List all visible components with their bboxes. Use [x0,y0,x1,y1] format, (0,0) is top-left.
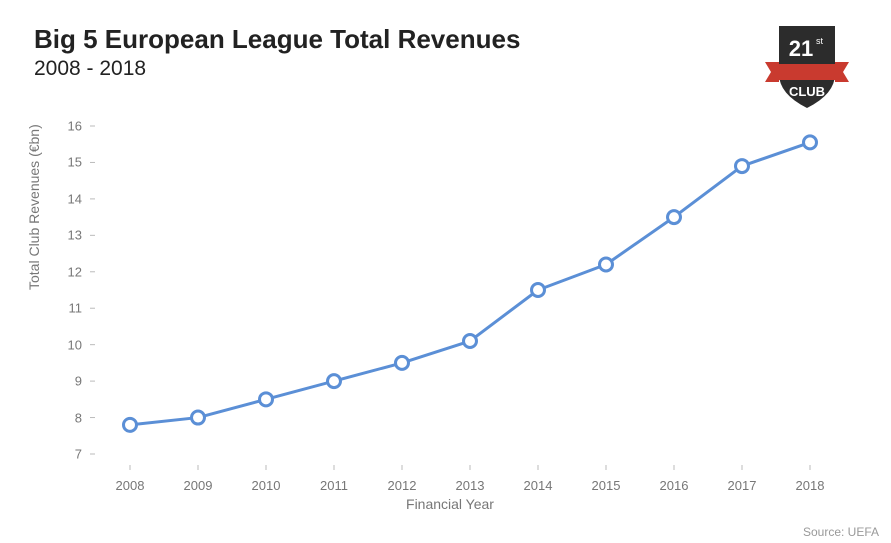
y-tick-label: 10 [68,337,82,352]
x-tick-label: 2011 [320,478,348,493]
x-tick-label: 2017 [728,478,757,493]
y-tick-label: 11 [69,301,83,316]
data-line [130,142,810,424]
x-tick-label: 2016 [660,478,689,493]
data-point [396,356,409,369]
data-point [192,411,205,424]
y-tick-label: 16 [68,119,82,134]
x-axis-label: Financial Year [40,496,860,512]
data-point [124,418,137,431]
svg-text:st: st [816,36,824,46]
x-tick-label: 2009 [184,478,213,493]
x-tick-label: 2015 [592,478,621,493]
svg-text:21: 21 [789,36,813,61]
y-tick-label: 8 [75,410,82,425]
data-point [464,335,477,348]
brand-logo: 21 st CLUB [757,24,857,114]
title-block: Big 5 European League Total Revenues 200… [34,24,520,81]
plot-region: 7891011121314151620082009201020112012201… [90,110,850,470]
y-axis-label: Total Club Revenues (€bn) [26,124,42,290]
data-point [532,284,545,297]
y-tick-label: 13 [68,228,82,243]
source-credit: Source: UEFA [803,525,879,539]
x-tick-label: 2010 [252,478,281,493]
x-tick-label: 2013 [456,478,485,493]
chart-title: Big 5 European League Total Revenues [34,24,520,55]
chart-subtitle: 2008 - 2018 [34,57,520,81]
x-tick-label: 2014 [524,478,553,493]
x-tick-label: 2012 [388,478,417,493]
y-tick-label: 14 [68,191,82,206]
data-point [328,375,341,388]
svg-text:CLUB: CLUB [789,84,825,99]
y-tick-label: 12 [68,264,82,279]
data-point [600,258,613,271]
data-point [260,393,273,406]
y-tick-label: 7 [75,447,82,462]
line-chart-svg [90,110,850,470]
data-point [736,160,749,173]
x-tick-label: 2008 [116,478,145,493]
data-point [668,211,681,224]
data-point [804,136,817,149]
x-tick-label: 2018 [796,478,825,493]
chart-area: Total Club Revenues (€bn) 78910111213141… [40,110,860,510]
y-tick-label: 15 [68,155,82,170]
y-tick-label: 9 [75,374,82,389]
